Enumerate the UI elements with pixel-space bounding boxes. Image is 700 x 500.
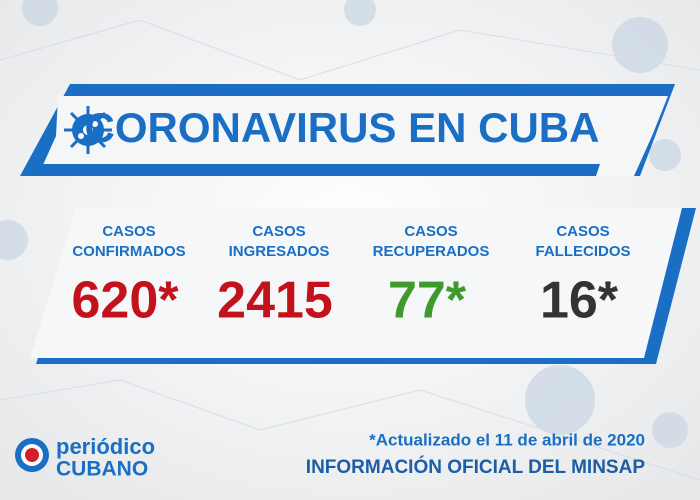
card-value: 16* — [540, 272, 619, 330]
logo-line1: periódico — [56, 434, 155, 459]
card-label: FALLECIDOS — [535, 243, 630, 260]
cards: CASOS CONFIRMADOS 620* CASOS INGRESADOS 2415 C… — [30, 208, 696, 364]
source-note: INFORMACIÓN OFICIAL DEL MINSAP — [306, 456, 646, 478]
card-label: CASOS — [404, 223, 457, 240]
banner-face — [38, 96, 668, 176]
background-viruses — [0, 0, 688, 448]
title: CORONAVIRUS EN CUBA — [85, 104, 600, 151]
updated-note: *Actualizado el 11 de abril de 2020 — [369, 430, 645, 449]
card-value: 77* — [388, 272, 467, 330]
card-label: INGRESADOS — [229, 243, 330, 260]
card-face — [30, 208, 228, 358]
card-face — [180, 208, 378, 358]
card-label: CONFIRMADOS — [72, 243, 185, 260]
card-face — [332, 208, 530, 358]
virus-icon — [64, 106, 112, 154]
logo-line2: CUBANO — [56, 458, 148, 481]
banner-stripe — [36, 164, 600, 176]
card-label: CASOS — [556, 223, 609, 240]
card-label: RECUPERADOS — [373, 243, 490, 260]
card-face — [484, 208, 682, 358]
card-label: CASOS — [252, 223, 305, 240]
background-lines — [0, 19, 700, 481]
logo-icon — [15, 438, 49, 472]
card-value: 620* — [72, 272, 180, 330]
card-value: 2415 — [217, 272, 333, 330]
card-label: CASOS — [102, 223, 155, 240]
